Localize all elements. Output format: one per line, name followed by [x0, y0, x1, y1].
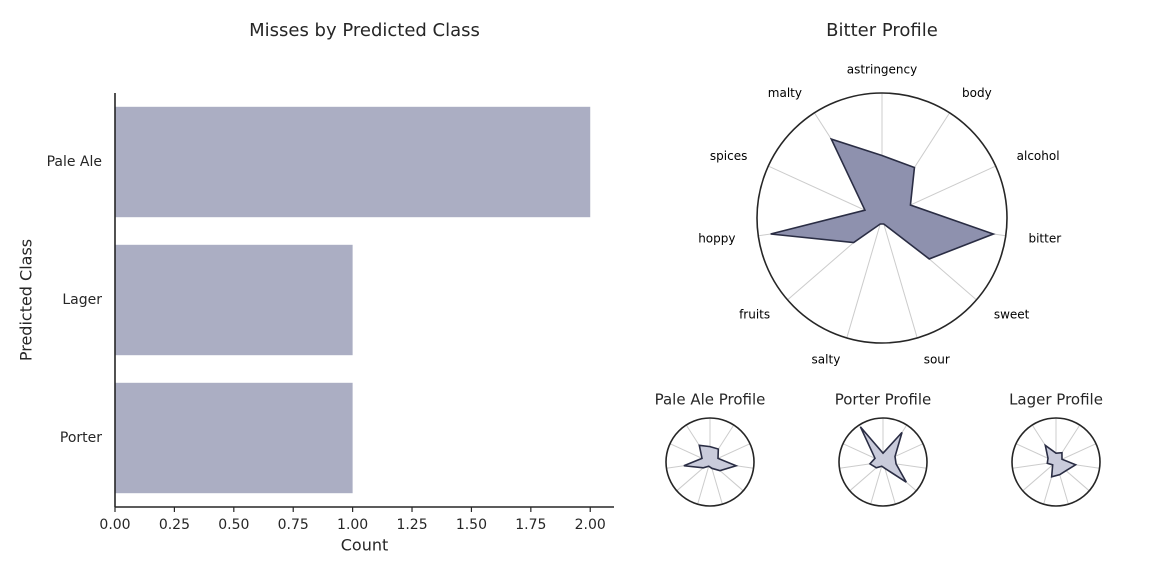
x-tick-label: 0.25: [159, 517, 190, 533]
y-tick-label-lager: Lager: [62, 292, 102, 308]
radar-title-lager-profile: Lager Profile: [1009, 391, 1103, 409]
radar-axis-label-malty: malty: [768, 86, 802, 100]
radar-title-porter-profile: Porter Profile: [835, 391, 932, 409]
bar-chart-title: Misses by Predicted Class: [249, 20, 480, 41]
radar-frame: [838, 417, 928, 507]
radar-frame: [665, 417, 755, 507]
radar-axis-label-alcohol: alcohol: [1017, 149, 1060, 163]
y-axis-label: Predicted Class: [17, 239, 36, 361]
x-tick-label: 0.00: [99, 517, 130, 533]
radar-polygon-lager-profile: [1044, 443, 1078, 478]
radar-title-pale-ale-profile: Pale Ale Profile: [655, 391, 766, 409]
x-tick-label: 0.75: [278, 517, 309, 533]
x-axis-label: Count: [341, 536, 389, 555]
bar-chart-panel: Misses by Predicted Class Pale Ale Lager Po…: [17, 20, 614, 555]
x-tick-label: 1.75: [515, 517, 546, 533]
y-tick-label-porter: Porter: [60, 430, 102, 446]
radar-axis-label-hoppy: hoppy: [698, 232, 735, 246]
radar-chart-pale-ale: Pale Ale Profile: [655, 391, 766, 507]
radar-polygon-bitter-profile: [770, 137, 996, 260]
radar-spoke-salty: [846, 217, 883, 339]
radar-spoke-sour: [881, 217, 918, 339]
radar-spoke-salty: [697, 461, 711, 505]
radar-spoke-spices: [768, 165, 883, 219]
bar-lager: [115, 244, 353, 356]
bar-porter: [115, 382, 353, 494]
radar-spoke-salty: [870, 461, 884, 505]
radar-axis-label-fruits: fruits: [739, 307, 770, 321]
x-tick-label: 0.50: [218, 517, 249, 533]
radar-title-bitter-profile: Bitter Profile: [826, 20, 938, 41]
radar-chart-bitter: Bitter Profile astringency body alcohol bitt…: [698, 20, 1061, 367]
x-tick-label: 2.00: [575, 517, 606, 533]
radar-frame: [1011, 417, 1101, 507]
radar-polygon-porter-profile: [859, 426, 907, 483]
radar-axis-label-salty: salty: [812, 353, 841, 367]
radar-chart-porter: Porter Profile: [835, 391, 932, 507]
radar-axis-label-spices: spices: [710, 149, 747, 163]
radar-spoke-fruits: [1022, 461, 1057, 492]
x-tick-label: 1.25: [396, 517, 427, 533]
radar-axis-label-sour: sour: [924, 353, 950, 367]
radar-axis-label-sweet: sweet: [994, 307, 1030, 321]
y-tick-label-pale-ale: Pale Ale: [47, 154, 102, 170]
x-tick-label: 1.00: [337, 517, 368, 533]
radar-polygon-pale-ale-profile: [683, 444, 739, 472]
radar-axis-label-astringency: astringency: [847, 63, 918, 77]
radar-chart-lager: Lager Profile: [1009, 391, 1103, 507]
radar-frame: [756, 92, 1008, 344]
bar-pale-ale: [115, 106, 591, 218]
radar-axis-label-body: body: [962, 86, 992, 100]
x-tick-label: 1.50: [456, 517, 487, 533]
radar-axis-label-bitter: bitter: [1028, 232, 1061, 246]
